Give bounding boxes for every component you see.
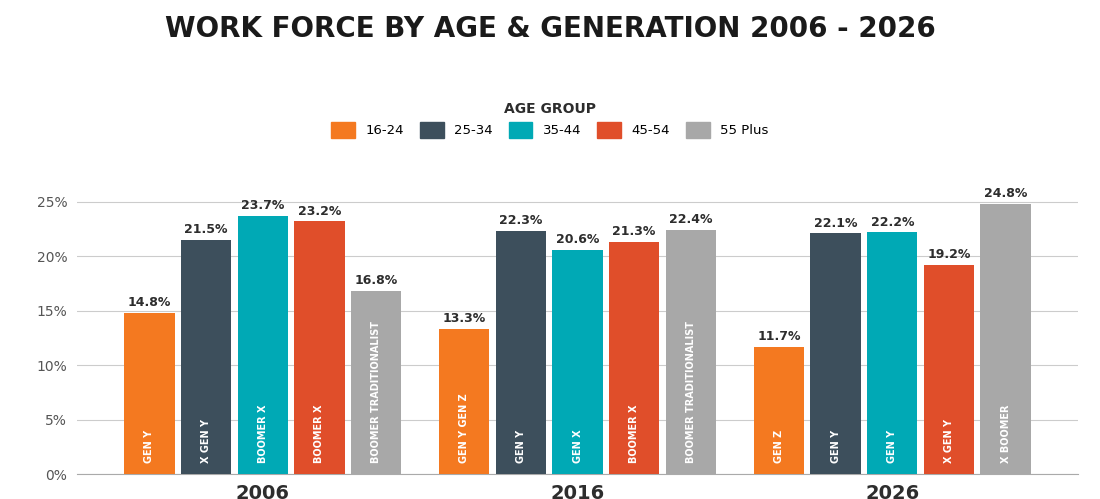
Text: GEN X: GEN X [572, 430, 583, 463]
Bar [351, 291, 402, 474]
Legend: 16-24, 25-34, 35-44, 45-54, 55 Plus: 16-24, 25-34, 35-44, 45-54, 55 Plus [331, 102, 769, 138]
Text: X GEN Y: X GEN Y [944, 419, 954, 463]
Bar [439, 329, 490, 474]
Text: 14.8%: 14.8% [128, 296, 172, 309]
Text: 22.3%: 22.3% [499, 215, 542, 228]
Bar [180, 240, 231, 474]
Bar [811, 234, 861, 474]
Text: GEN Z: GEN Z [774, 430, 784, 463]
Text: GEN Y: GEN Y [830, 430, 840, 463]
Text: BOOMER X: BOOMER X [257, 405, 267, 463]
Text: 22.2%: 22.2% [870, 216, 914, 229]
Text: 11.7%: 11.7% [757, 330, 801, 343]
Text: 24.8%: 24.8% [983, 187, 1027, 200]
Text: 21.3%: 21.3% [613, 226, 656, 239]
Text: GEN Y: GEN Y [516, 430, 526, 463]
Text: 22.4%: 22.4% [669, 214, 713, 227]
Text: 22.1%: 22.1% [814, 217, 857, 230]
Text: 23.2%: 23.2% [298, 205, 341, 218]
Bar [924, 265, 975, 474]
Text: X BOOMER: X BOOMER [1001, 405, 1011, 463]
Bar [980, 204, 1031, 474]
Text: BOOMER TRADITIONALIST: BOOMER TRADITIONALIST [685, 321, 696, 463]
Bar [294, 222, 344, 474]
Text: 19.2%: 19.2% [927, 248, 970, 261]
Bar [609, 242, 659, 474]
Bar [867, 233, 917, 474]
Text: 21.5%: 21.5% [185, 223, 228, 236]
Text: BOOMER X: BOOMER X [629, 405, 639, 463]
Text: GEN Y: GEN Y [888, 430, 898, 463]
Bar [124, 313, 175, 474]
Text: GEN Y GEN Z: GEN Y GEN Z [459, 393, 470, 463]
Text: 16.8%: 16.8% [354, 274, 398, 287]
Bar [666, 230, 716, 474]
Text: X GEN Y: X GEN Y [201, 419, 211, 463]
Text: GEN Y: GEN Y [144, 430, 154, 463]
Text: WORK FORCE BY AGE & GENERATION 2006 - 2026: WORK FORCE BY AGE & GENERATION 2006 - 20… [165, 15, 935, 43]
Text: 23.7%: 23.7% [241, 199, 285, 212]
Bar [754, 347, 804, 474]
Bar [238, 216, 288, 474]
Text: BOOMER TRADITIONALIST: BOOMER TRADITIONALIST [371, 321, 381, 463]
Text: 20.6%: 20.6% [556, 233, 600, 246]
Text: 13.3%: 13.3% [442, 312, 486, 325]
Bar [496, 231, 546, 474]
Text: BOOMER X: BOOMER X [315, 405, 324, 463]
Bar [552, 250, 603, 474]
